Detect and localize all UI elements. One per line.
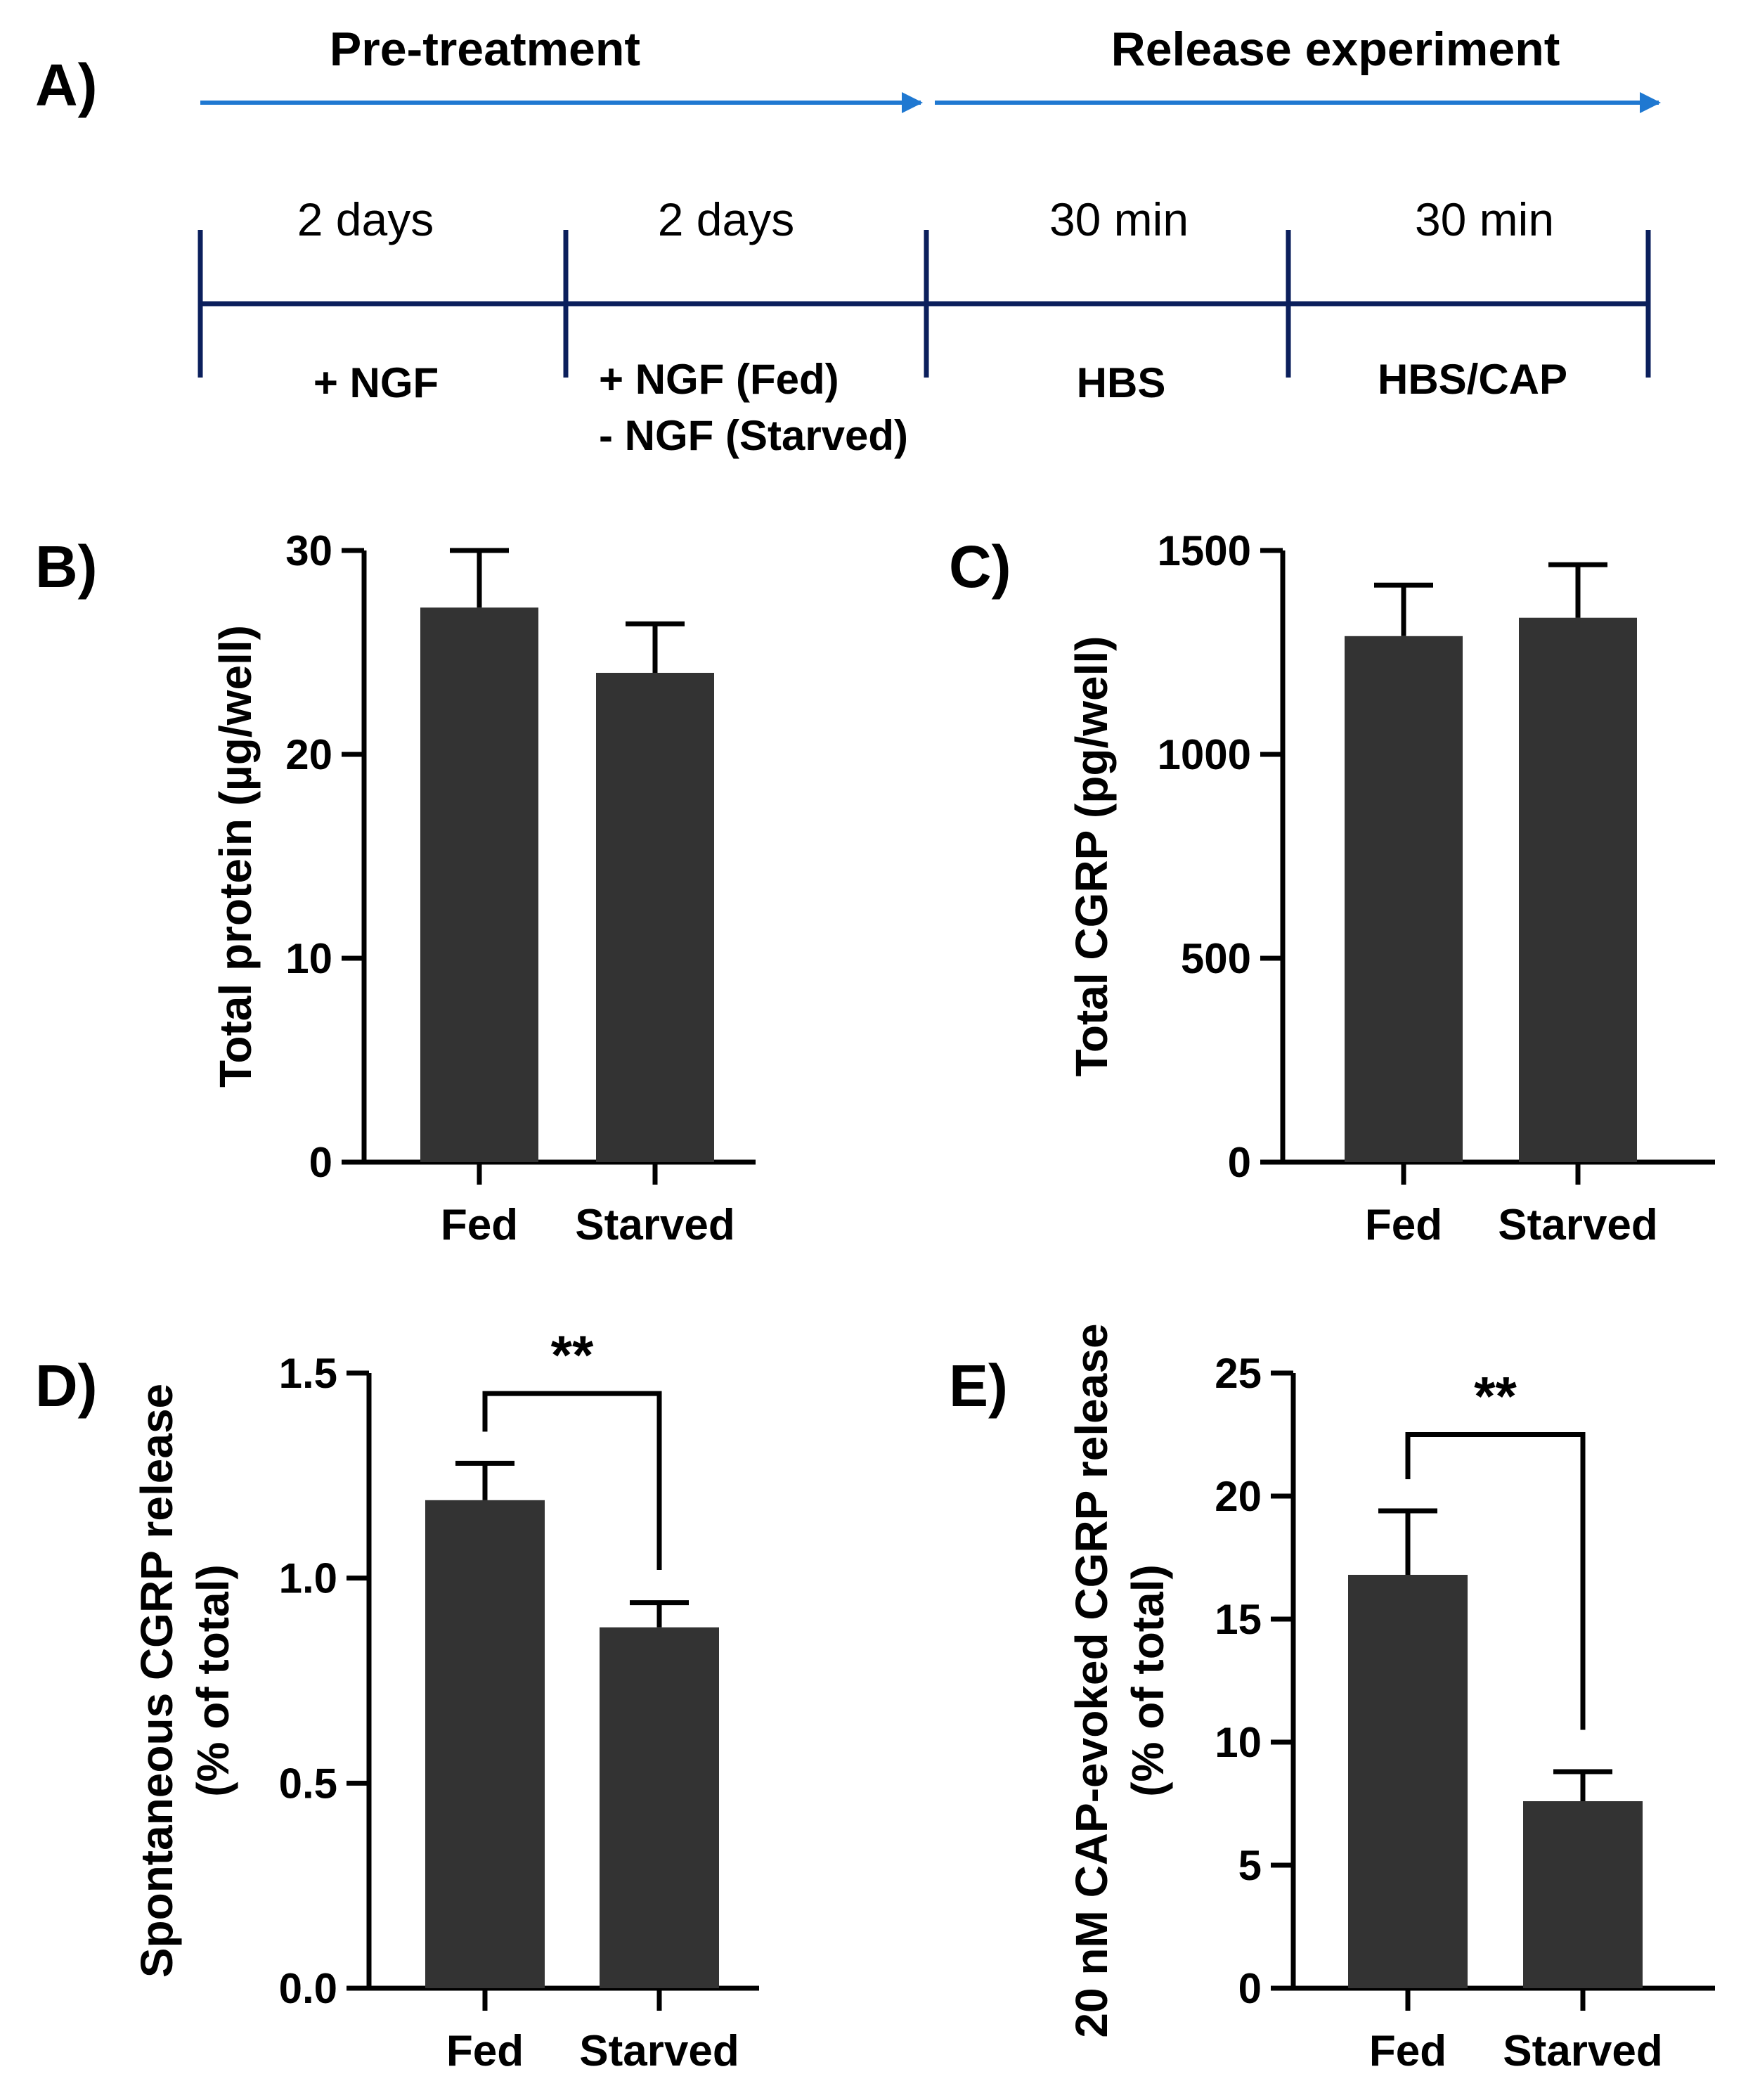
y-tick-label: 20 bbox=[285, 731, 332, 778]
duration-label: 2 days bbox=[658, 193, 794, 245]
bar-fed bbox=[420, 607, 538, 1162]
category-label: Fed bbox=[1365, 1201, 1442, 1249]
y-tick-label: 1500 bbox=[1158, 527, 1251, 574]
category-label: Starved bbox=[1498, 1201, 1657, 1249]
panel-label-d: D) bbox=[35, 1353, 98, 1419]
treatment-label: - NGF (Starved) bbox=[599, 412, 908, 459]
chart-total-cgrp: 0 500 1000 1500 Fed Starved Total CGRP (pg/wel… bbox=[1066, 527, 1715, 1249]
phase-pretreatment-label: Pre-treatment bbox=[330, 22, 640, 76]
y-tick-label: 20 bbox=[1215, 1473, 1262, 1520]
y-axis-label: (% of total) bbox=[188, 1564, 238, 1797]
bar-starved bbox=[600, 1627, 719, 1988]
y-axis-label: (% of total) bbox=[1122, 1564, 1173, 1797]
y-tick-label: 1.5 bbox=[279, 1350, 337, 1397]
duration-label: 30 min bbox=[1049, 193, 1189, 245]
chart-spontaneous-release: 0.0 0.5 1.0 1.5 Fed Starved Spontaneous CGRP r… bbox=[131, 1324, 759, 2075]
y-axis-label: 20 nM CAP-evoked CGRP release bbox=[1066, 1323, 1117, 2037]
treatment-label: + NGF bbox=[313, 359, 439, 406]
category-label: Starved bbox=[579, 2027, 739, 2075]
duration-label: 30 min bbox=[1415, 193, 1554, 245]
significance-bracket bbox=[482, 1391, 662, 1570]
timeline-panel: A) Pre-treatment Release experiment 2 da… bbox=[35, 22, 1661, 459]
y-tick-label: 500 bbox=[1181, 935, 1251, 982]
panel-label-a: A) bbox=[35, 52, 98, 118]
y-axis-label: Total CGRP (pg/well) bbox=[1066, 636, 1117, 1077]
y-tick-label: 5 bbox=[1238, 1842, 1262, 1889]
bar-fed bbox=[1348, 1575, 1468, 1988]
duration-label: 2 days bbox=[297, 193, 434, 245]
y-tick-label: 0.5 bbox=[279, 1760, 337, 1807]
y-tick-label: 1.0 bbox=[279, 1555, 337, 1602]
y-axis-label: Total protein (µg/well) bbox=[210, 625, 261, 1088]
y-tick-label: 30 bbox=[285, 527, 332, 574]
category-label: Fed bbox=[441, 1201, 518, 1249]
panel-label-e: E) bbox=[949, 1353, 1008, 1419]
treatment-label: + NGF (Fed) bbox=[599, 356, 839, 403]
significance-bracket bbox=[1405, 1432, 1586, 1730]
y-tick-label: 10 bbox=[285, 935, 332, 982]
category-label: Starved bbox=[575, 1201, 734, 1249]
chart-cap-evoked-release: 0 5 10 15 20 25 Fed Starved 20 nM CAP-evoked CGR… bbox=[1066, 1323, 1715, 2075]
panel-label-b: B) bbox=[35, 534, 98, 600]
treatment-label: HBS/CAP bbox=[1378, 356, 1567, 403]
category-label: Fed bbox=[1369, 2027, 1446, 2075]
panel-label-c: C) bbox=[949, 534, 1011, 600]
category-label: Fed bbox=[446, 2027, 524, 2075]
bar-starved bbox=[596, 673, 714, 1162]
y-tick-label: 0 bbox=[1228, 1139, 1251, 1186]
y-tick-label: 10 bbox=[1215, 1719, 1262, 1766]
phase-release-label: Release experiment bbox=[1111, 22, 1560, 76]
treatment-label: HBS bbox=[1077, 359, 1166, 406]
y-tick-label: 1000 bbox=[1158, 731, 1251, 778]
bar-starved bbox=[1523, 1801, 1643, 1988]
significance-marker: ** bbox=[1474, 1365, 1517, 1427]
y-tick-label: 25 bbox=[1215, 1350, 1262, 1397]
category-label: Starved bbox=[1503, 2027, 1662, 2075]
y-tick-label: 0 bbox=[309, 1139, 332, 1186]
chart-total-protein: 0 10 20 30 Fed Starved Total protein (µg/well) bbox=[210, 527, 756, 1249]
y-tick-label: 15 bbox=[1215, 1596, 1262, 1643]
significance-marker: ** bbox=[551, 1324, 594, 1386]
y-axis-label: Spontaneous CGRP release bbox=[131, 1384, 182, 1978]
bar-fed bbox=[425, 1500, 545, 1988]
bar-starved bbox=[1519, 617, 1637, 1162]
bar-fed bbox=[1345, 636, 1463, 1162]
y-tick-label: 0.0 bbox=[279, 1965, 337, 2012]
y-tick-label: 0 bbox=[1238, 1965, 1262, 2012]
